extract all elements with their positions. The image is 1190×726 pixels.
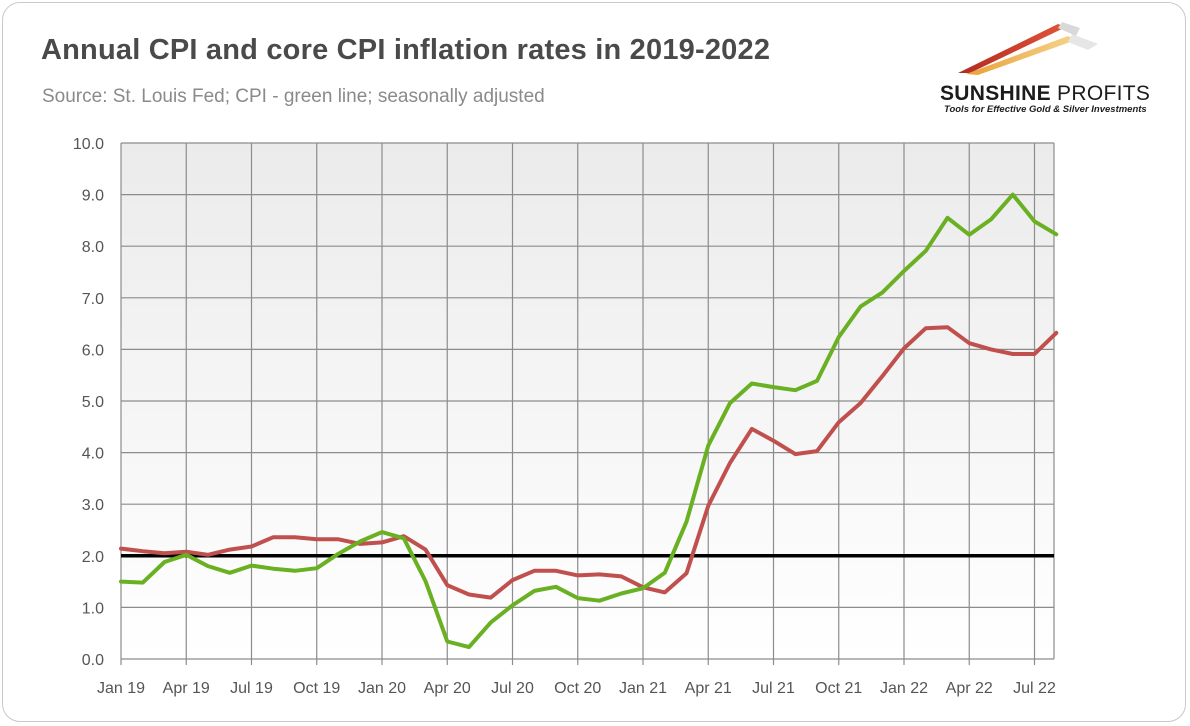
y-tick-label: 4.0 (82, 446, 104, 463)
x-tick-label: Jul 21 (752, 680, 795, 697)
sunshine-profits-logo-icon (958, 22, 1098, 75)
y-tick-label: 1.0 (82, 600, 104, 617)
x-tick-label: Jan 22 (880, 680, 928, 697)
y-tick-label: 3.0 (82, 497, 104, 514)
x-tick-label: Oct 21 (815, 680, 862, 697)
logo-name-rest: PROFITS (1050, 82, 1151, 105)
chart-title: Annual CPI and core CPI inflation rates … (41, 34, 771, 66)
cpi-series-line (119, 192, 1059, 650)
x-tick-label: Jan 19 (97, 680, 145, 697)
series-layer (119, 192, 1059, 650)
y-tick-label: 9.0 (82, 188, 104, 205)
x-tick-label: Jul 20 (491, 680, 534, 697)
x-tick-label: Jul 19 (230, 680, 273, 697)
x-tick-label: Apr 21 (685, 680, 732, 697)
x-tick-label: Apr 19 (163, 680, 210, 697)
x-tick-label: Jan 21 (619, 680, 667, 697)
logo-wordmark: SUNSHINE PROFITS (940, 82, 1150, 106)
y-tick-label: 5.0 (82, 394, 104, 411)
x-axis-ticks: Jan 19 Apr 19 Jul 19 Oct 19 Jan 20 Apr 20 Jul … (97, 680, 1056, 697)
y-tick-label: 6.0 (82, 342, 104, 359)
logo-name-bold: SUNSHINE (940, 82, 1051, 105)
x-tick-label: Jan 20 (358, 680, 406, 697)
y-tick-label: 0.0 (82, 652, 104, 669)
y-tick-label: 7.0 (82, 291, 104, 308)
x-tick-label: Apr 20 (424, 680, 471, 697)
y-tick-label: 10.0 (73, 136, 104, 153)
x-tick-label: Oct 19 (293, 680, 340, 697)
x-tick-label: Oct 20 (554, 680, 601, 697)
y-tick-label: 8.0 (82, 239, 104, 256)
core-cpi-series-line (119, 325, 1059, 600)
x-tick-label: Apr 22 (946, 680, 993, 697)
logo-tagline: Tools for Effective Gold & Silver Invest… (944, 104, 1147, 115)
chart-subtitle: Source: St. Louis Fed; CPI - green line;… (42, 86, 545, 107)
x-tick-label: Jul 22 (1013, 680, 1056, 697)
y-axis-ticks: 0.0 1.0 2.0 3.0 4.0 5.0 6.0 7.0 8.0 9.0 10.0 (73, 136, 104, 669)
y-tick-label: 2.0 (82, 549, 104, 566)
